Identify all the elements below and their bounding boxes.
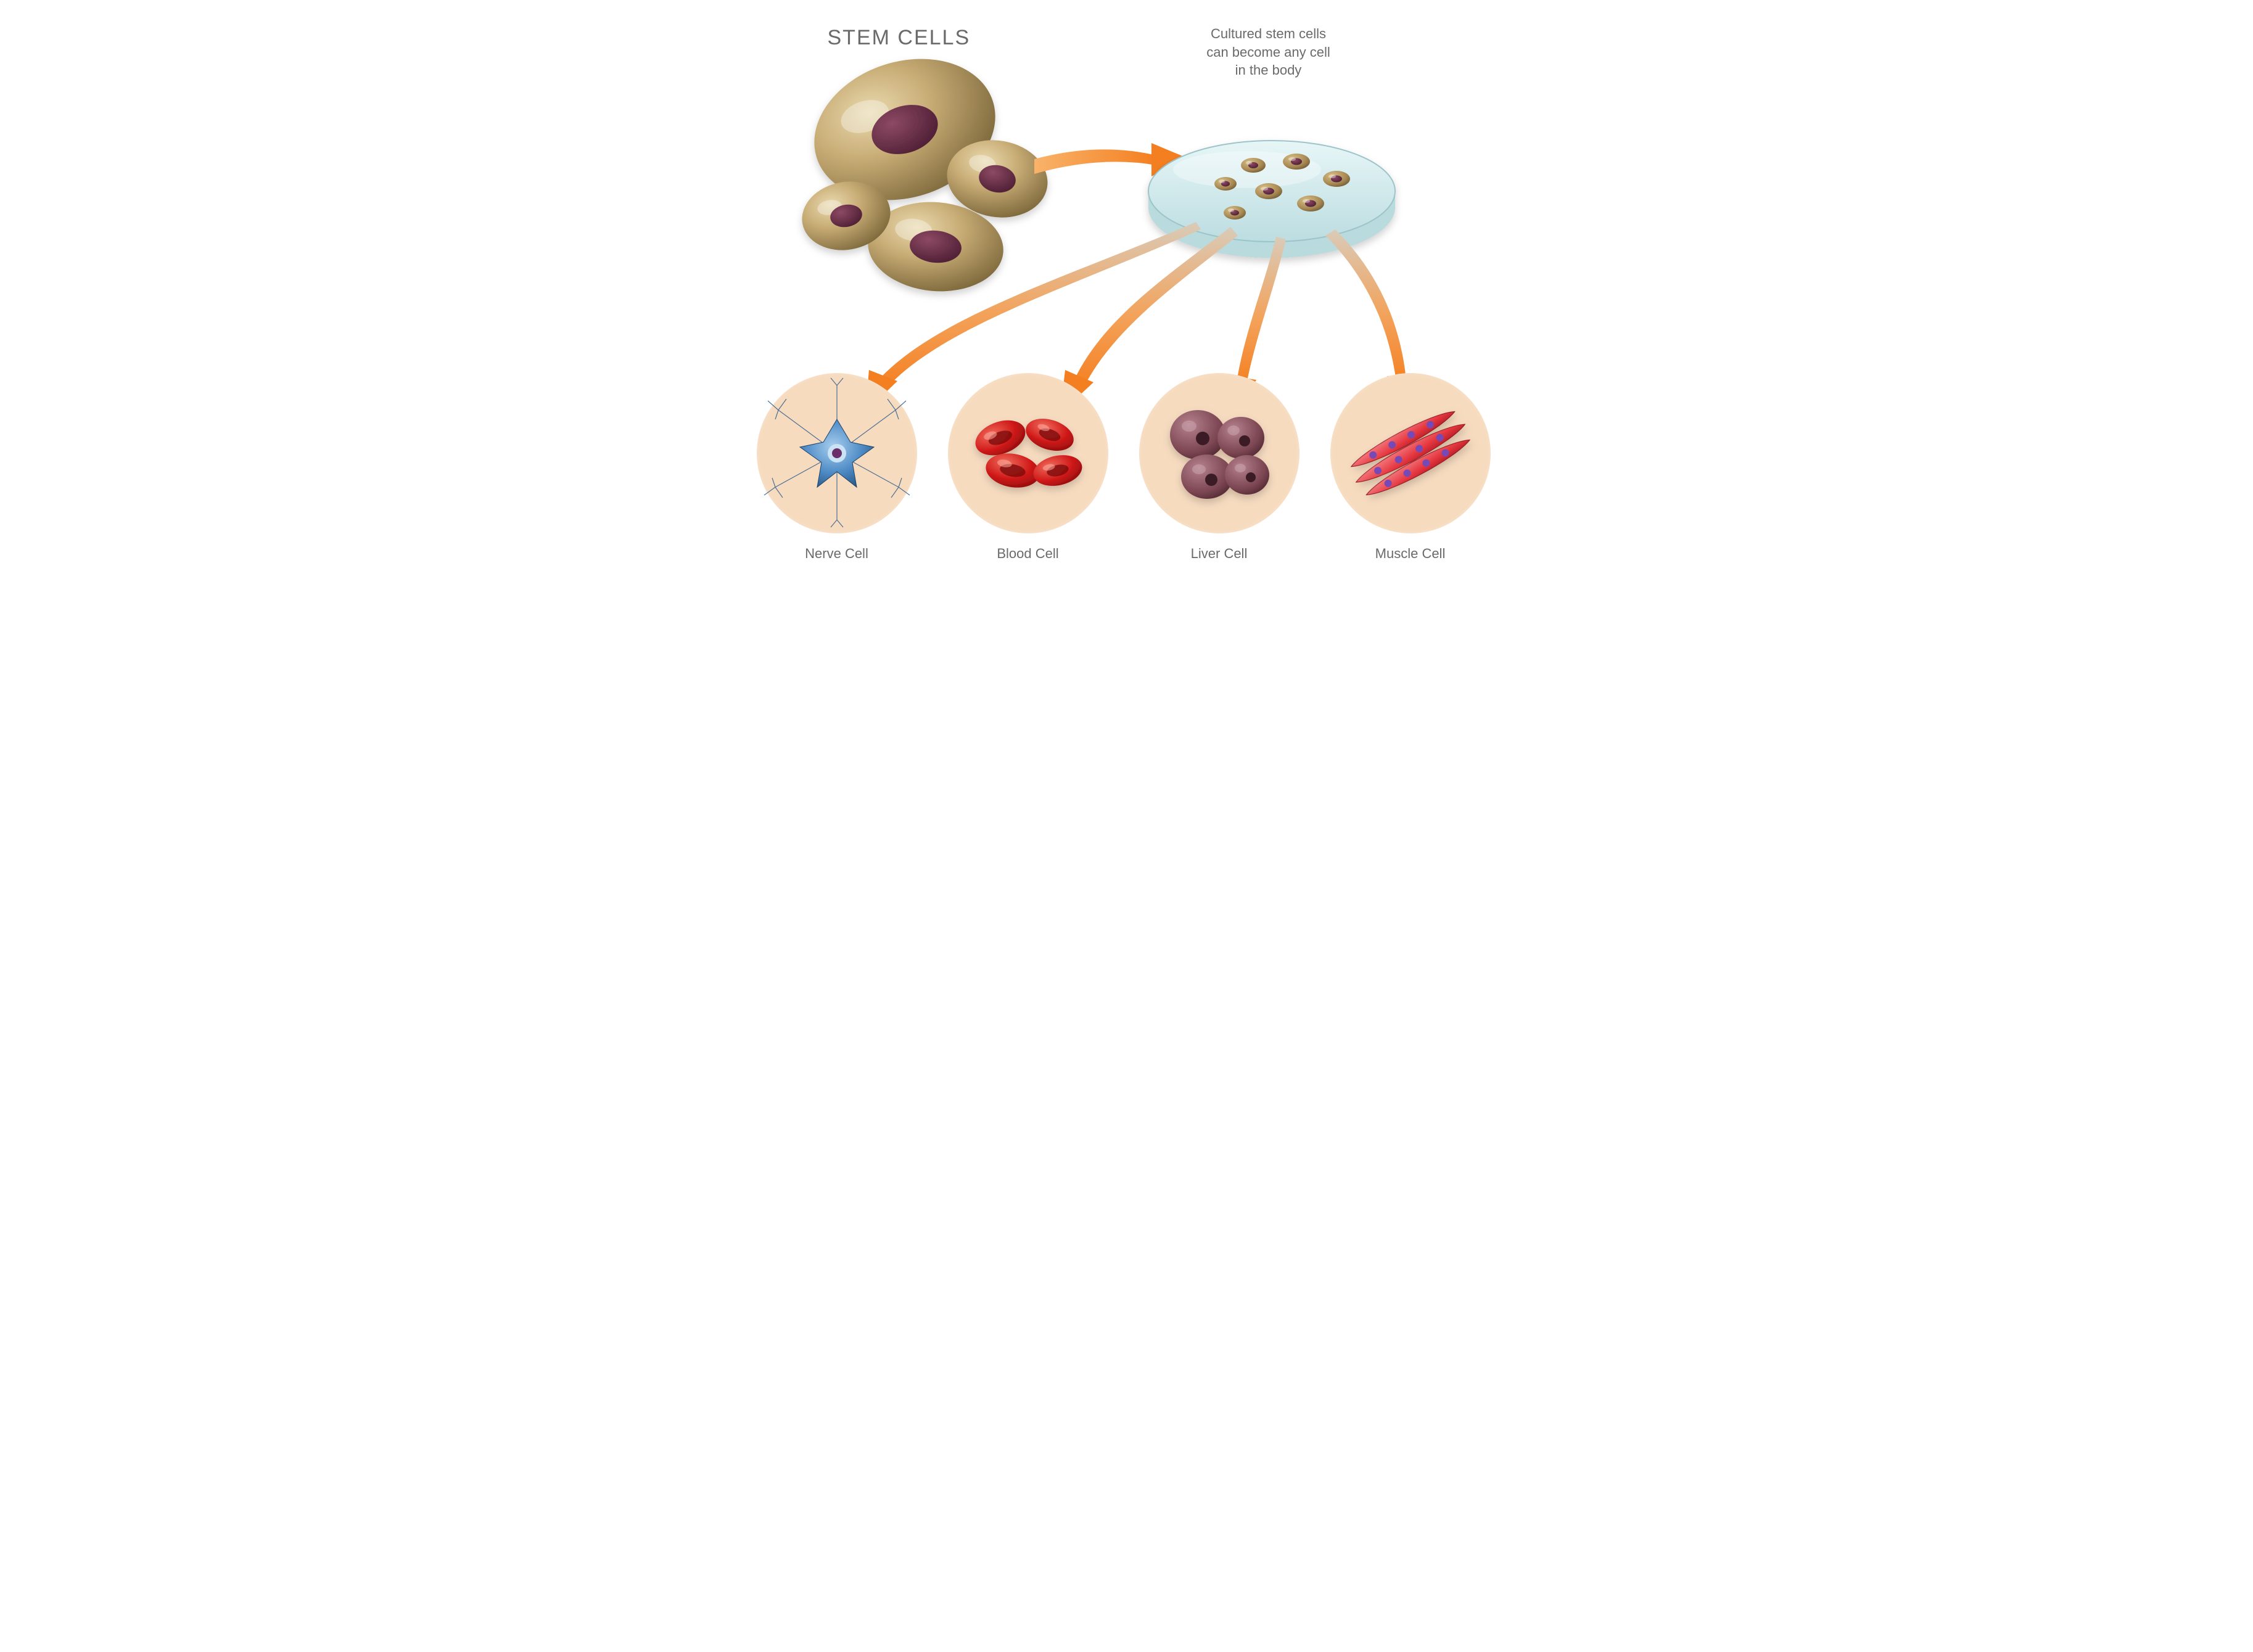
subtitle-line-1: Cultured stem cells	[1211, 26, 1326, 41]
label-nerve: Nerve Cell	[788, 546, 886, 562]
subtitle: Cultured stem cells can become any cell …	[1164, 25, 1374, 80]
stem-cells-cluster-icon	[796, 36, 1053, 297]
diagram-stage: STEM CELLS Cultured stem cells can becom…	[732, 0, 1522, 580]
label-blood: Blood Cell	[979, 546, 1077, 562]
diagram-svg	[732, 0, 1522, 580]
title: STEM CELLS	[828, 26, 971, 50]
label-liver: Liver Cell	[1170, 546, 1269, 562]
subtitle-line-2: can become any cell	[1206, 44, 1330, 60]
label-muscle: Muscle Cell	[1361, 546, 1460, 562]
subtitle-line-3: in the body	[1235, 62, 1302, 78]
petri-dish-icon	[1148, 141, 1395, 258]
